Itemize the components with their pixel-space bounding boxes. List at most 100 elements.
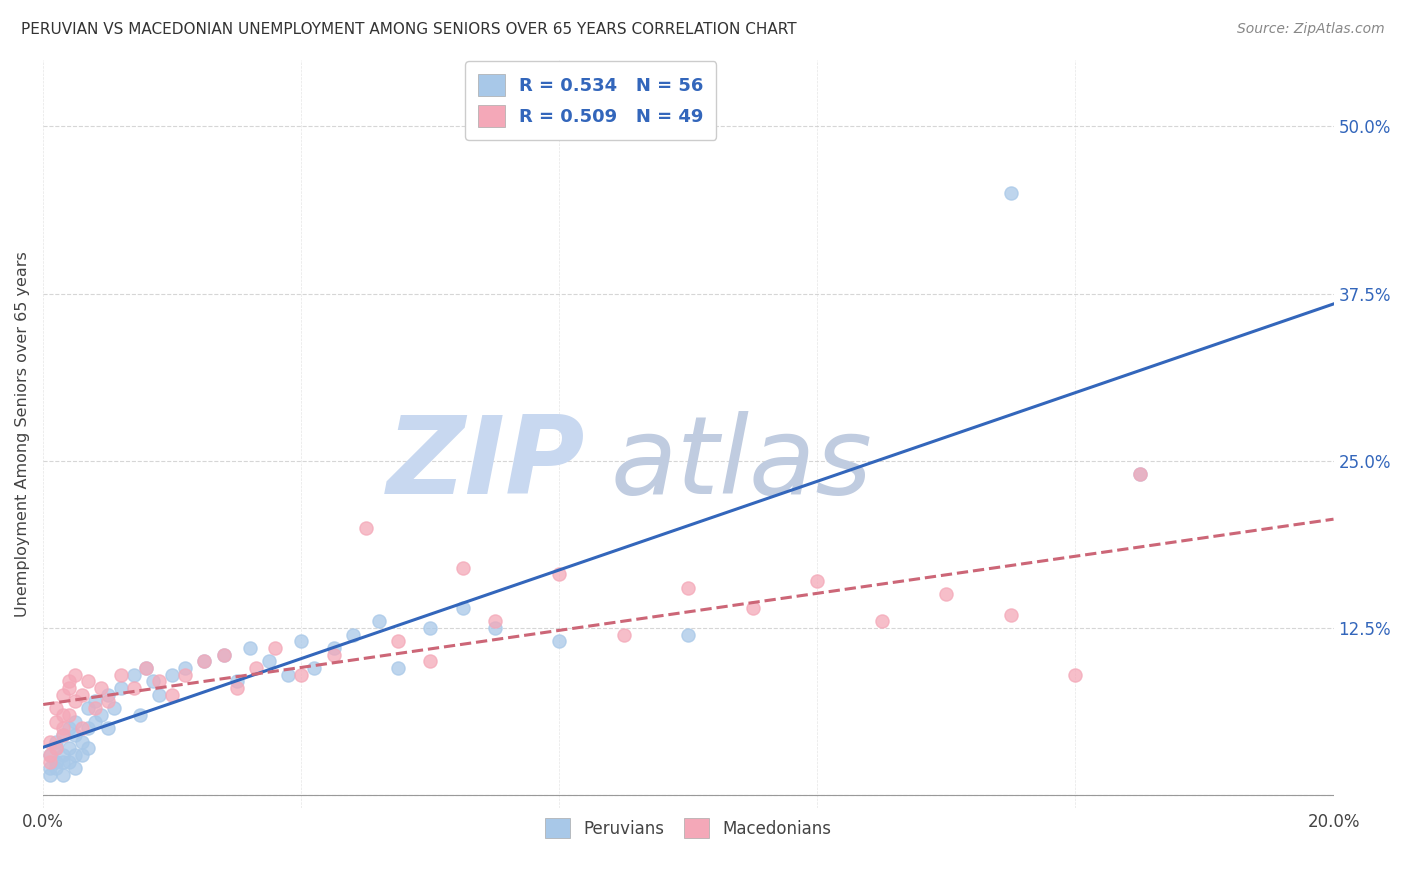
Point — [58, 707, 80, 722]
Point — [110, 667, 132, 681]
Point — [484, 614, 506, 628]
Point — [174, 661, 197, 675]
Point — [65, 694, 87, 708]
Point — [103, 701, 125, 715]
Point — [58, 681, 80, 695]
Point — [45, 741, 67, 756]
Point — [122, 681, 145, 695]
Point — [45, 741, 67, 756]
Point — [322, 640, 344, 655]
Point — [193, 654, 215, 668]
Point — [1129, 467, 1152, 482]
Point — [77, 741, 100, 756]
Point — [245, 661, 267, 675]
Point — [45, 714, 67, 729]
Point — [1129, 467, 1152, 482]
Point — [142, 674, 165, 689]
Point — [51, 721, 73, 735]
Point — [302, 661, 325, 675]
Point — [70, 688, 93, 702]
Point — [38, 755, 60, 769]
Point — [38, 734, 60, 748]
Point — [193, 654, 215, 668]
Point — [1064, 667, 1087, 681]
Point — [51, 747, 73, 762]
Point — [484, 621, 506, 635]
Point — [70, 747, 93, 762]
Point — [90, 707, 112, 722]
Point — [51, 768, 73, 782]
Point — [212, 648, 235, 662]
Point — [1000, 607, 1022, 622]
Point — [225, 674, 247, 689]
Text: atlas: atlas — [612, 411, 873, 516]
Point — [870, 614, 893, 628]
Point — [58, 741, 80, 756]
Point — [38, 747, 60, 762]
Point — [65, 761, 87, 775]
Point — [65, 667, 87, 681]
Text: Source: ZipAtlas.com: Source: ZipAtlas.com — [1237, 22, 1385, 37]
Text: PERUVIAN VS MACEDONIAN UNEMPLOYMENT AMONG SENIORS OVER 65 YEARS CORRELATION CHAR: PERUVIAN VS MACEDONIAN UNEMPLOYMENT AMON… — [21, 22, 797, 37]
Point — [239, 640, 262, 655]
Point — [97, 688, 120, 702]
Point — [90, 681, 112, 695]
Point — [148, 674, 170, 689]
Point — [419, 621, 441, 635]
Point — [45, 734, 67, 748]
Point — [264, 640, 287, 655]
Point — [548, 567, 571, 582]
Point — [387, 634, 409, 648]
Point — [257, 654, 280, 668]
Point — [613, 627, 636, 641]
Point — [806, 574, 828, 588]
Point — [935, 587, 957, 601]
Point — [678, 581, 700, 595]
Point — [419, 654, 441, 668]
Y-axis label: Unemployment Among Seniors over 65 years: Unemployment Among Seniors over 65 years — [15, 252, 30, 617]
Point — [51, 688, 73, 702]
Point — [387, 661, 409, 675]
Point — [70, 721, 93, 735]
Point — [367, 614, 389, 628]
Point — [65, 747, 87, 762]
Point — [83, 701, 105, 715]
Point — [51, 728, 73, 742]
Point — [38, 768, 60, 782]
Point — [548, 634, 571, 648]
Point — [45, 761, 67, 775]
Point — [77, 701, 100, 715]
Point — [110, 681, 132, 695]
Point — [51, 755, 73, 769]
Point — [135, 661, 157, 675]
Point — [741, 600, 763, 615]
Point — [38, 761, 60, 775]
Point — [322, 648, 344, 662]
Point — [51, 728, 73, 742]
Point — [97, 721, 120, 735]
Point — [51, 707, 73, 722]
Point — [290, 667, 312, 681]
Point — [70, 734, 93, 748]
Point — [83, 694, 105, 708]
Point — [451, 560, 474, 574]
Point — [58, 755, 80, 769]
Point — [225, 681, 247, 695]
Point — [160, 688, 183, 702]
Point — [129, 707, 152, 722]
Point — [135, 661, 157, 675]
Point — [277, 667, 299, 681]
Point — [45, 755, 67, 769]
Point — [77, 674, 100, 689]
Legend: Peruvians, Macedonians: Peruvians, Macedonians — [538, 812, 838, 845]
Point — [174, 667, 197, 681]
Point — [354, 521, 377, 535]
Point — [122, 667, 145, 681]
Text: ZIP: ZIP — [387, 411, 585, 517]
Point — [38, 747, 60, 762]
Point — [342, 627, 364, 641]
Point — [45, 701, 67, 715]
Point — [58, 674, 80, 689]
Point — [65, 728, 87, 742]
Point — [58, 721, 80, 735]
